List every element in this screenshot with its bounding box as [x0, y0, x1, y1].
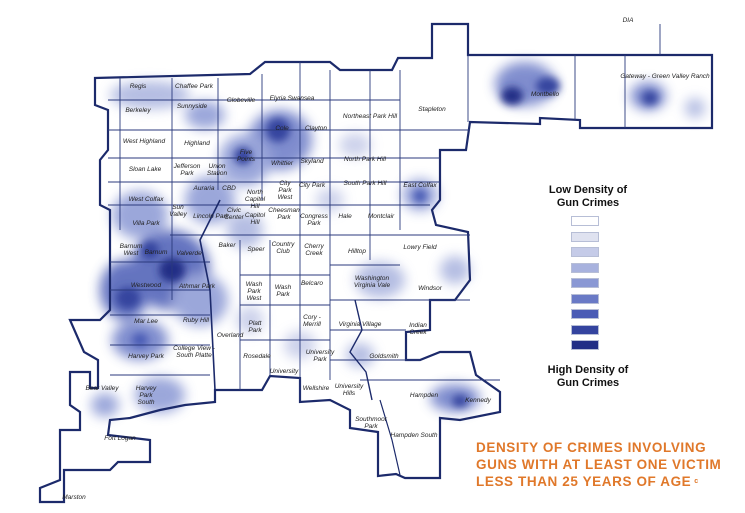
- neighborhood-label: Chaffee Park: [175, 83, 214, 90]
- neighborhood-label: Harvey Park: [128, 353, 165, 360]
- neighborhood-label: Athmar Park: [178, 283, 216, 290]
- neighborhood-label: North Capitol Hill: [245, 189, 266, 210]
- caption-line-3: LESS THAN 25 YEARS OF AGE c: [476, 474, 699, 489]
- caption-line-2: GUNS WITH AT LEAST ONE VICTIM: [476, 457, 722, 472]
- neighborhood-label: Belcaro: [301, 280, 323, 287]
- neighborhood-label: DIA: [623, 17, 634, 24]
- neighborhood-label: Skyland: [300, 158, 324, 165]
- neighborhood-label: CBD: [222, 185, 236, 192]
- neighborhood-label: Bear Valley: [86, 385, 120, 392]
- neighborhood-label: Elyria Swansea: [270, 95, 315, 102]
- neighborhood-label: Regis: [130, 83, 147, 90]
- neighborhood-label: Montclair: [368, 213, 395, 220]
- neighborhood-label: Valverde: [176, 250, 202, 257]
- neighborhood-label: Auraria: [193, 185, 215, 192]
- legend-swatch: [571, 262, 599, 273]
- neighborhood-label: Stapleton: [418, 106, 446, 113]
- neighborhood-label: Capitol Hill: [245, 212, 266, 226]
- neighborhood-label: Congress Park: [300, 213, 329, 227]
- neighborhood-label: Indian Creek: [409, 322, 427, 336]
- neighborhood-boundaries: [108, 24, 661, 476]
- neighborhood-label: Overland: [217, 332, 244, 339]
- neighborhood-label: Hilltop: [348, 248, 366, 255]
- neighborhood-label: Fort Logan: [104, 435, 136, 442]
- neighborhood-label: Barnum: [145, 249, 168, 256]
- neighborhood-label: City Park: [299, 182, 326, 189]
- neighborhood-label: Ruby Hill: [183, 317, 210, 324]
- neighborhood-label: Wellshire: [303, 385, 330, 392]
- neighborhood-label: Cory -Merrill: [303, 314, 322, 328]
- neighborhood-label: Lincoln Park: [193, 213, 230, 220]
- neighborhood-label: Speer: [247, 246, 265, 253]
- legend-swatch: [571, 247, 599, 257]
- neighborhood-label: East Colfax: [403, 182, 437, 189]
- legend-swatch: [571, 309, 599, 319]
- neighborhood-label: West Colfax: [129, 196, 165, 203]
- neighborhood-label: Southmoor Park: [355, 416, 388, 430]
- neighborhood-label: North Park Hill: [344, 156, 386, 163]
- neighborhood-label: Harvey Park South: [136, 385, 157, 406]
- neighborhood-label: Windsor: [418, 285, 443, 292]
- neighborhood-label: Barnum West: [120, 243, 143, 257]
- neighborhood-label: Sunnyside: [177, 103, 208, 110]
- neighborhood-label: Goldsmith: [369, 353, 399, 360]
- neighborhood-label: Berkeley: [125, 107, 151, 114]
- neighborhood-label: City Park West: [278, 180, 294, 201]
- map-caption: DENSITY OF CRIMES INVOLVING GUNS WITH AT…: [476, 439, 741, 490]
- neighborhood-label: Wash Park West: [246, 281, 263, 302]
- neighborhood-label: Virginia Village: [339, 321, 382, 328]
- neighborhood-label: Sloan Lake: [129, 166, 162, 173]
- neighborhood-label: University: [270, 368, 299, 375]
- neighborhood-label: Mar Lee: [134, 318, 158, 325]
- neighborhood-label: University Park: [306, 349, 335, 363]
- neighborhood-labels: DIA Montbello Gateway - Green Valley Ranch…: [62, 17, 710, 501]
- neighborhood-label: Wash Park: [275, 284, 292, 298]
- caption-line-1: DENSITY OF CRIMES INVOLVING: [476, 440, 707, 455]
- legend-swatch: [571, 231, 599, 242]
- neighborhood-label: Highland: [184, 140, 210, 147]
- neighborhood-label: Civic Center: [224, 207, 244, 221]
- neighborhood-label: West Highland: [123, 138, 166, 145]
- legend-high-label: High Density of Gun Crimes: [547, 364, 629, 389]
- neighborhood-label: Hampden: [410, 392, 439, 399]
- neighborhood-label: College View -South Platte: [173, 345, 216, 359]
- neighborhood-label: Sun Valley: [169, 204, 187, 218]
- neighborhood-label: Villa Park: [132, 220, 160, 227]
- neighborhood-label: Platt Park: [248, 320, 262, 334]
- neighborhood-label: Washington Virginia Vale: [354, 275, 391, 289]
- neighborhood-label: Jefferson Park: [173, 163, 201, 177]
- neighborhood-label: Country Club: [272, 241, 296, 255]
- legend-swatch: [571, 216, 599, 226]
- neighborhood-label: Whittier: [271, 160, 294, 167]
- neighborhood-label: Cheesman Park: [268, 207, 300, 221]
- legend-swatch: [571, 340, 599, 350]
- neighborhood-label: Baker: [219, 242, 237, 249]
- legend-swatch: [571, 293, 599, 304]
- neighborhood-label: Globeville: [227, 97, 256, 104]
- neighborhood-label: Clayton: [305, 125, 327, 132]
- neighborhood-label: Marston: [62, 494, 86, 501]
- neighborhood-label: Lowry Field: [403, 244, 437, 251]
- neighborhood-label: Hale: [338, 213, 352, 220]
- city-boundary: [38, 22, 714, 504]
- neighborhood-label: Hampden South: [391, 432, 438, 439]
- neighborhood-label: Five Points: [237, 149, 256, 163]
- neighborhood-label: Rosedale: [243, 353, 271, 360]
- neighborhood-label: Gateway - Green Valley Ranch: [620, 73, 710, 80]
- legend-swatch: [571, 324, 599, 335]
- neighborhood-label: University Hills: [335, 383, 364, 397]
- legend-swatch: [571, 278, 599, 288]
- neighborhood-label: Montbello: [531, 91, 560, 98]
- neighborhood-label: Northeast Park Hill: [343, 113, 398, 120]
- neighborhood-label: South Park Hill: [344, 180, 388, 187]
- neighborhood-label: Union Station: [207, 163, 228, 177]
- legend-low-label: Low Density of Gun Crimes: [548, 184, 628, 209]
- neighborhood-label: Kennedy: [465, 397, 491, 404]
- caption-note: c: [694, 478, 699, 485]
- neighborhood-label: Westwood: [131, 282, 162, 289]
- neighborhood-label: Cherry Creek: [304, 243, 324, 257]
- neighborhood-label: Cole: [275, 125, 289, 132]
